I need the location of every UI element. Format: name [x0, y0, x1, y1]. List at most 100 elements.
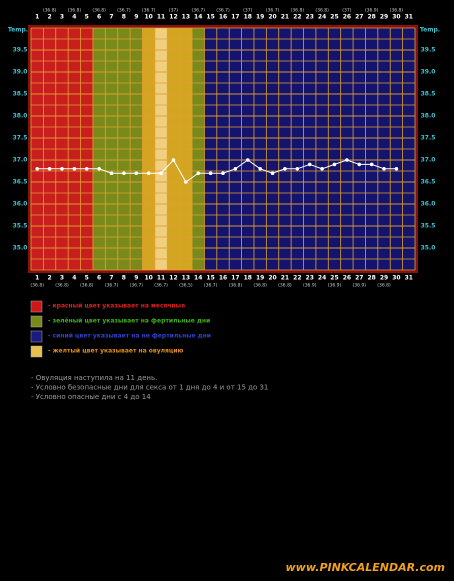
temperature-point [184, 180, 188, 184]
temperature-point [320, 167, 324, 171]
day-label-bottom: 16 [219, 275, 227, 282]
y-tick-label-right: 35.0 [421, 245, 436, 252]
day-label-bottom: 3 [60, 275, 64, 282]
y-tick-label-right: 39.5 [421, 47, 436, 54]
value-label: (36.7) [204, 283, 218, 289]
day-label-top: 22 [293, 14, 301, 21]
y-tick-label: 35.5 [13, 223, 28, 230]
temperature-point [233, 167, 238, 171]
day-label-top: 4 [72, 14, 76, 21]
day-label-bottom: 19 [256, 275, 264, 282]
y-label-right: Temp. [420, 27, 440, 34]
temperature-point [35, 167, 39, 171]
day-label-bottom: 2 [47, 275, 51, 282]
day-label-bottom: 28 [367, 275, 375, 282]
day-label-top: 3 [60, 14, 64, 21]
day-label-top: 16 [219, 14, 227, 21]
temperature-point [283, 167, 287, 171]
y-tick-label-right: 38.0 [421, 113, 436, 120]
temperature-point [109, 171, 114, 175]
value-label: (36.8) [43, 8, 57, 14]
temperature-point [345, 158, 349, 162]
day-label-bottom: 31 [405, 275, 413, 282]
legend-swatch [30, 330, 43, 343]
day-label-top: 6 [97, 14, 101, 21]
legend-text: - желтый цвет указывает на овуляцию [48, 348, 184, 355]
day-label-bottom: 23 [306, 275, 314, 282]
day-label-top: 20 [268, 14, 276, 21]
day-label-top: 21 [281, 14, 289, 21]
day-label-top: 15 [206, 14, 214, 21]
temperature-point [47, 167, 52, 171]
day-label-top: 5 [85, 14, 89, 21]
y-tick-label: 36.5 [13, 179, 28, 186]
temperature-point [307, 162, 312, 167]
y-tick-label: 39.5 [13, 47, 28, 54]
y-tick-label: 38.0 [13, 113, 28, 120]
day-label-bottom: 30 [392, 275, 400, 282]
value-label: (36.8) [80, 283, 94, 289]
day-label-top: 7 [109, 14, 113, 21]
temperature-point [382, 167, 386, 171]
temperature-point [196, 171, 201, 175]
temperature-point [332, 162, 337, 167]
day-label-bottom: 13 [182, 275, 190, 282]
day-label-top: 18 [244, 14, 252, 21]
temperature-point [60, 167, 64, 171]
temperature-point [270, 171, 275, 175]
value-label: (36.8) [377, 283, 391, 289]
legend-swatch [30, 315, 43, 328]
temperature-point [72, 167, 77, 171]
temperature-point [171, 158, 176, 162]
day-label-bottom: 12 [169, 275, 177, 282]
y-tick-label-right: 37.5 [421, 135, 436, 142]
value-label: (36.8) [291, 8, 305, 14]
temperature-point [208, 171, 213, 175]
temperature-line [37, 159, 397, 183]
temperature-point [122, 171, 126, 175]
day-label-top: 23 [306, 14, 314, 21]
day-label-bottom: 22 [293, 275, 301, 282]
value-label: (36.9) [352, 283, 366, 289]
temperature-point [295, 167, 300, 171]
value-label: (36.8) [92, 8, 106, 14]
value-label: (36.9) [303, 283, 317, 289]
y-tick-label: 38.5 [13, 91, 28, 98]
temperature-point [357, 162, 362, 167]
value-label: (36.5) [179, 283, 193, 289]
day-label-top: 10 [144, 14, 152, 21]
day-label-top: 1 [35, 14, 39, 21]
temperature-point [245, 158, 250, 162]
y-tick-label: 37.0 [13, 157, 28, 164]
legend-swatch [30, 345, 43, 358]
day-label-top: 31 [405, 14, 413, 21]
day-label-top: 13 [182, 14, 190, 21]
value-label: (36.8) [229, 283, 243, 289]
note: - Овуляция наступила на 11 день. [31, 374, 157, 382]
value-label: (36.9) [328, 283, 342, 289]
value-label: (36.7) [191, 8, 205, 14]
day-label-bottom: 20 [268, 275, 276, 282]
value-label: (36.8) [30, 283, 44, 289]
y-tick-label-right: 37.0 [421, 157, 436, 164]
value-label: (36.9) [365, 8, 379, 14]
day-label-top: 24 [318, 14, 326, 21]
day-label-bottom: 14 [194, 275, 202, 282]
day-label-bottom: 9 [134, 275, 138, 282]
day-label-bottom: 18 [244, 275, 252, 282]
legend-text: - синий цвет указывает на не фертильные … [48, 333, 211, 340]
day-label-bottom: 10 [144, 275, 152, 282]
temperature-point [159, 171, 163, 175]
footer: www.PINKCALENDAR.com [286, 561, 446, 574]
value-label: (36.7) [117, 8, 131, 14]
day-label-bottom: 29 [380, 275, 388, 282]
y-tick-label: 39.0 [13, 69, 28, 76]
day-label-top: 28 [367, 14, 375, 21]
y-tick-label-right: 38.5 [421, 91, 436, 98]
temperature-point [369, 162, 374, 167]
day-label-top: 12 [169, 14, 177, 21]
day-label-bottom: 5 [85, 275, 89, 282]
value-label: (36.7) [216, 8, 230, 14]
value-label: (36.7) [130, 283, 144, 289]
